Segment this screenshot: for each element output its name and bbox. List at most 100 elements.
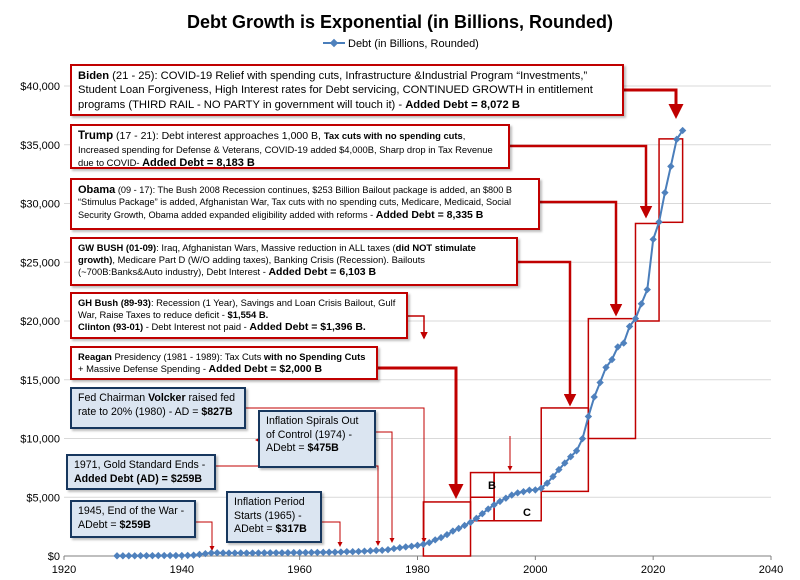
inflation-1965-added-debt: $317B — [275, 523, 307, 536]
data-point — [354, 547, 363, 556]
data-point — [602, 363, 610, 372]
reagan-added-debt: Added Debt = $2,000 B — [208, 363, 323, 376]
data-point — [543, 479, 551, 487]
x-tick-label: 2040 — [759, 564, 783, 576]
y-tick-label: $10,000 — [20, 434, 60, 446]
reagan-text2: + Massive Defense Spending - — [78, 363, 209, 375]
annotation-inflation-1974: Inflation Spirals Out of Control (1974) … — [258, 410, 376, 468]
data-point — [172, 551, 180, 560]
data-point — [673, 135, 681, 143]
annotation-pointer — [196, 521, 215, 551]
data-point — [284, 549, 292, 557]
data-point — [649, 235, 657, 244]
data-point — [584, 412, 593, 421]
y-tick-label: $40,000 — [20, 81, 60, 93]
volcker-text1: Fed Chairman — [78, 392, 149, 404]
data-point — [337, 548, 345, 556]
volcker-text2: raised fed rate to 20% (1980) - AD = — [78, 392, 236, 418]
data-point — [148, 551, 157, 560]
reagan-no-spending-cuts: with no Spending Cuts — [263, 351, 366, 362]
data-point — [207, 549, 216, 557]
data-point — [313, 548, 322, 557]
inflation-1974-added-debt: $475B — [307, 442, 339, 455]
trump-text2: , Increased spending for Defense & Veter… — [78, 130, 493, 168]
box-letter-b: B — [488, 480, 496, 492]
y-tick-label: $25,000 — [20, 257, 60, 269]
data-point — [596, 378, 604, 387]
annotation-gw-bush: GW BUSH (01-09): Iraq, Afghanistan Wars,… — [70, 237, 518, 286]
annotation-pointer — [246, 407, 427, 543]
data-point — [661, 188, 669, 197]
data-point — [637, 300, 646, 308]
data-point — [614, 343, 622, 351]
data-point — [349, 548, 357, 556]
data-point — [555, 465, 563, 474]
data-point — [525, 486, 534, 494]
annotation-arrows — [196, 88, 684, 551]
reagan-text1: Presidency (1981 - 1989): Tax Cuts — [111, 351, 264, 362]
data-point — [343, 548, 351, 556]
x-tick-label: 1980 — [405, 564, 429, 576]
annotation-arrow — [624, 88, 684, 119]
y-tick-label: $15,000 — [20, 375, 60, 387]
inflation-1965-text: Inflation Period Starts (1965) - ADebt = — [234, 496, 305, 536]
data-point — [431, 536, 439, 544]
data-point — [455, 524, 463, 533]
end-of-war-text: 1945, End of the War - ADebt = — [78, 505, 185, 531]
end-of-war-added-debt: $259B — [119, 518, 151, 531]
data-point — [460, 521, 469, 530]
annotation-reagan: Reagan Presidency (1981 - 1989): Tax Cut… — [70, 346, 378, 380]
volcker-added-debt: $827B — [201, 405, 233, 418]
inflation-1974-text: Inflation Spirals Out of Control (1974) … — [266, 415, 359, 455]
data-point — [307, 548, 316, 557]
data-point — [502, 494, 510, 502]
data-point — [531, 486, 540, 494]
data-point — [166, 551, 174, 560]
data-point — [178, 551, 186, 560]
annotation-arrow — [510, 144, 653, 219]
gw-bush-added-debt: Added Debt = 6,103 B — [268, 266, 377, 279]
data-point — [537, 484, 545, 492]
era-box — [587, 317, 637, 440]
era-box — [493, 471, 542, 522]
era-box — [540, 407, 590, 493]
data-point — [443, 530, 451, 539]
gh-bush-name: GH Bush (89-93) — [78, 297, 151, 308]
data-point — [278, 549, 286, 557]
gold-standard-text: 1971, Gold Standard Ends - — [74, 459, 206, 471]
obama-added-debt: Added Debt = 8,335 B — [375, 208, 484, 221]
x-tick-label: 2020 — [641, 564, 665, 576]
gw-bush-name: GW BUSH (01-09) — [78, 242, 157, 253]
gw-bush-text2: , Medicare Part D (W/O adding taxes), Ba… — [78, 254, 425, 278]
data-point — [419, 540, 428, 548]
annotation-volcker: Fed Chairman Volcker raised fed rate to … — [70, 387, 246, 429]
era-box — [422, 501, 472, 557]
x-tick-label: 1940 — [170, 564, 194, 576]
data-point — [390, 544, 398, 553]
annotation-arrow — [518, 260, 577, 407]
x-axis: 1920 1940 1960 1980 2000 2020 2040 — [52, 555, 783, 576]
annotation-biden: Biden (21 - 25): COVID-19 Relief with sp… — [70, 64, 624, 116]
data-point — [396, 544, 404, 552]
data-point — [466, 518, 475, 526]
data-point — [195, 550, 204, 559]
annotation-obama: Obama (09 - 17): The Bush 2008 Recession… — [70, 178, 540, 230]
data-point — [407, 542, 416, 550]
chart-title: Debt Growth is Exponential (in Billions,… — [187, 12, 613, 32]
y-axis: $0 $5,000 $10,000 $15,000 $20,000 $25,000 $30,… — [20, 81, 60, 563]
reagan-name: Reagan — [78, 351, 112, 362]
legend-marker — [329, 38, 339, 48]
era-box — [634, 222, 660, 322]
gh-bush-text: : Recession (1 Year), Savings and Loan C… — [78, 297, 396, 321]
gold-standard-added-debt: Added Debt (AD) = $259B — [74, 472, 203, 485]
data-point — [625, 322, 634, 331]
data-point — [413, 541, 422, 549]
y-tick-label: $5,000 — [26, 492, 60, 504]
data-point — [272, 549, 280, 557]
volcker-name: Volcker — [148, 392, 186, 404]
data-point — [372, 546, 380, 555]
data-point — [184, 551, 192, 560]
era-box — [658, 138, 684, 224]
annotation-pointer — [322, 521, 343, 547]
data-point — [513, 489, 522, 497]
